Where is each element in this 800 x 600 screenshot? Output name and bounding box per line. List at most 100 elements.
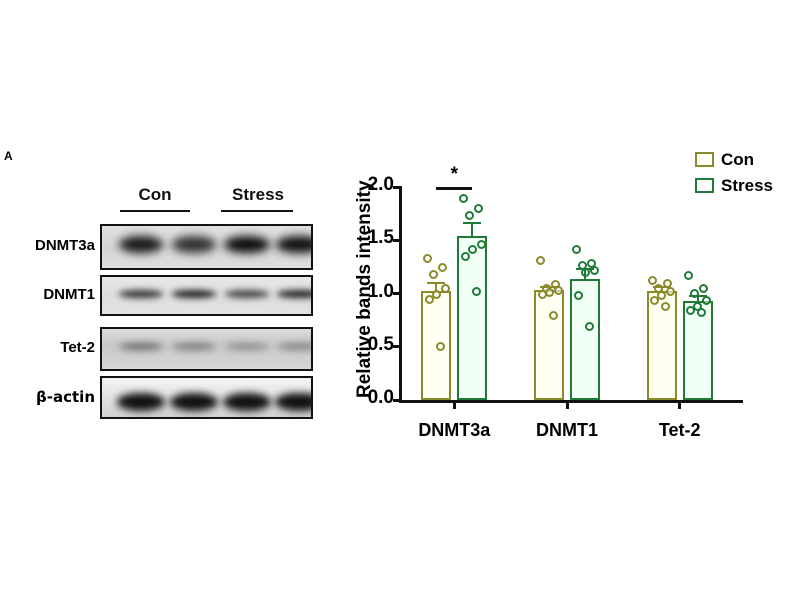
data-point-Tet-2-Stress-2 [690, 289, 700, 298]
error-bar-stem-DNMT1-Stress [584, 267, 586, 279]
data-point-DNMT1-Con-5 [537, 290, 547, 300]
data-point-Tet-2-Con-3 [666, 286, 676, 296]
data-point-DNMT3a-Stress-2 [464, 211, 474, 221]
x-tick-DNMT1 [565, 400, 569, 409]
x-axis-label-DNMT3a: DNMT3a [418, 420, 491, 440]
blot-band-1-1 [172, 290, 216, 298]
data-point-DNMT1-Stress-3 [589, 265, 599, 275]
blot-band-3-3 [275, 393, 311, 411]
data-point-Tet-2-Con-5 [650, 296, 660, 306]
blot-band-2-0 [119, 343, 163, 350]
blot-band-2-2 [225, 343, 269, 350]
error-bar-cap-Tet-2-Con [652, 286, 671, 289]
x-tick-Tet-2 [678, 400, 682, 409]
blot-band-3-0 [117, 393, 165, 411]
x-tick-DNMT3a [452, 400, 456, 409]
blot-lane-header-stress: Stress [232, 185, 284, 204]
y-tick-label-2: 1.0 [367, 280, 394, 302]
y-tick-2 [393, 292, 402, 295]
error-bar-stem-Tet-2-Con [660, 286, 663, 292]
data-point-Tet-2-Stress-3 [702, 296, 712, 306]
data-point-DNMT1-Stress-5 [573, 291, 583, 301]
blot-row-label-0: DNMT3a [34, 237, 95, 254]
y-tick-label-4: 2.0 [367, 174, 394, 195]
blot-row-label-3: β-actin [36, 387, 95, 406]
blot-panel-3 [100, 376, 313, 419]
x-axis-label-Tet-2: Tet-2 [658, 420, 701, 440]
error-bar-stem-DNMT3a-Con [435, 281, 438, 292]
legend-label-con: Con [721, 150, 755, 169]
error-bar-stem-Tet-2-Stress [696, 294, 699, 301]
legend-swatch-con [695, 152, 714, 167]
data-point-DNMT1-Con-0 [535, 255, 545, 265]
legend-swatch-stress [695, 178, 714, 193]
error-bar-cap-DNMT1-Con [540, 286, 558, 289]
data-point-DNMT3a-Con-2 [428, 269, 438, 279]
data-point-DNMT3a-Con-6 [435, 342, 445, 352]
blot-band-0-1 [172, 236, 216, 253]
blot-row-label-2: Tet-2 [60, 339, 95, 356]
x-axis-label-DNMT1: DNMT1 [536, 420, 598, 440]
y-tick-label-0: 0.0 [367, 387, 394, 408]
data-point-Tet-2-Stress-6 [697, 308, 707, 318]
data-point-DNMT3a-Con-1 [437, 263, 447, 273]
y-tick-4 [393, 185, 402, 189]
blot-lane-rule-con [120, 210, 190, 212]
data-point-DNMT3a-Con-5 [424, 295, 434, 305]
blot-band-1-0 [119, 290, 163, 298]
data-point-Tet-2-Stress-1 [699, 283, 709, 293]
data-point-Tet-2-Con-4 [657, 291, 667, 301]
blot-band-3-2 [223, 393, 271, 411]
data-point-Tet-2-Con-6 [661, 301, 671, 311]
blot-panel-0 [100, 224, 313, 270]
significance-star-DNMT3a: * [450, 164, 459, 185]
significance-bar-DNMT3a [436, 187, 473, 190]
blot-band-1-2 [225, 290, 269, 298]
y-tick-0 [393, 398, 402, 402]
legend-label-stress: Stress [721, 176, 773, 195]
blot-lane-header-con: Con [138, 185, 172, 204]
blot-band-2-3 [277, 343, 311, 350]
blot-band-0-3 [276, 236, 311, 253]
data-point-DNMT3a-Stress-6 [471, 286, 481, 296]
blot-row-label-1: DNMT1 [43, 285, 95, 303]
blot-band-0-2 [224, 236, 270, 253]
blot-panel-1 [100, 275, 313, 316]
data-point-DNMT3a-Con-3 [440, 283, 450, 293]
western-blot-block: Con Stress DNMT3a DNMT1 Tet-2 β-actin [0, 140, 330, 430]
data-point-Tet-2-Con-0 [648, 276, 658, 286]
x-axis-line [399, 400, 743, 403]
y-tick-label-1: 0.5 [367, 333, 394, 355]
bar-DNMT1-Con [534, 290, 564, 400]
error-bar-stem-DNMT3a-Stress [471, 222, 474, 236]
blot-panel-2 [100, 327, 313, 371]
bar-DNMT3a-Stress [457, 235, 488, 400]
panel-letter: A [4, 149, 13, 163]
blot-band-3-1 [170, 393, 218, 411]
data-point-DNMT1-Con-3 [553, 285, 563, 295]
data-point-DNMT1-Stress-6 [584, 322, 594, 331]
data-point-Tet-2-Stress-5 [686, 306, 696, 316]
y-axis-line [399, 187, 402, 403]
error-bar-cap-DNMT1-Stress [576, 267, 594, 270]
y-tick-1 [393, 345, 402, 349]
blot-band-0-0 [119, 236, 163, 253]
data-point-DNMT3a-Stress-4 [467, 245, 477, 255]
data-point-DNMT3a-Con-0 [422, 253, 432, 263]
error-bar-cap-DNMT3a-Con [427, 281, 446, 284]
y-tick-3 [393, 238, 402, 242]
blot-lane-rule-stress [221, 210, 293, 212]
data-point-DNMT3a-Stress-1 [473, 203, 483, 213]
error-bar-cap-DNMT3a-Stress [463, 222, 482, 225]
data-point-DNMT1-Con-6 [548, 311, 558, 321]
blot-band-2-1 [172, 343, 216, 350]
data-point-DNMT3a-Stress-3 [476, 240, 486, 249]
data-point-DNMT1-Stress-0 [571, 245, 581, 255]
data-point-DNMT3a-Stress-0 [458, 194, 468, 204]
blot-band-1-3 [277, 290, 311, 298]
y-tick-label-3: 1.5 [367, 227, 394, 249]
error-bar-stem-DNMT1-Con [548, 286, 550, 291]
error-bar-cap-Tet-2-Stress [688, 294, 707, 297]
data-point-DNMT3a-Stress-5 [460, 251, 470, 261]
